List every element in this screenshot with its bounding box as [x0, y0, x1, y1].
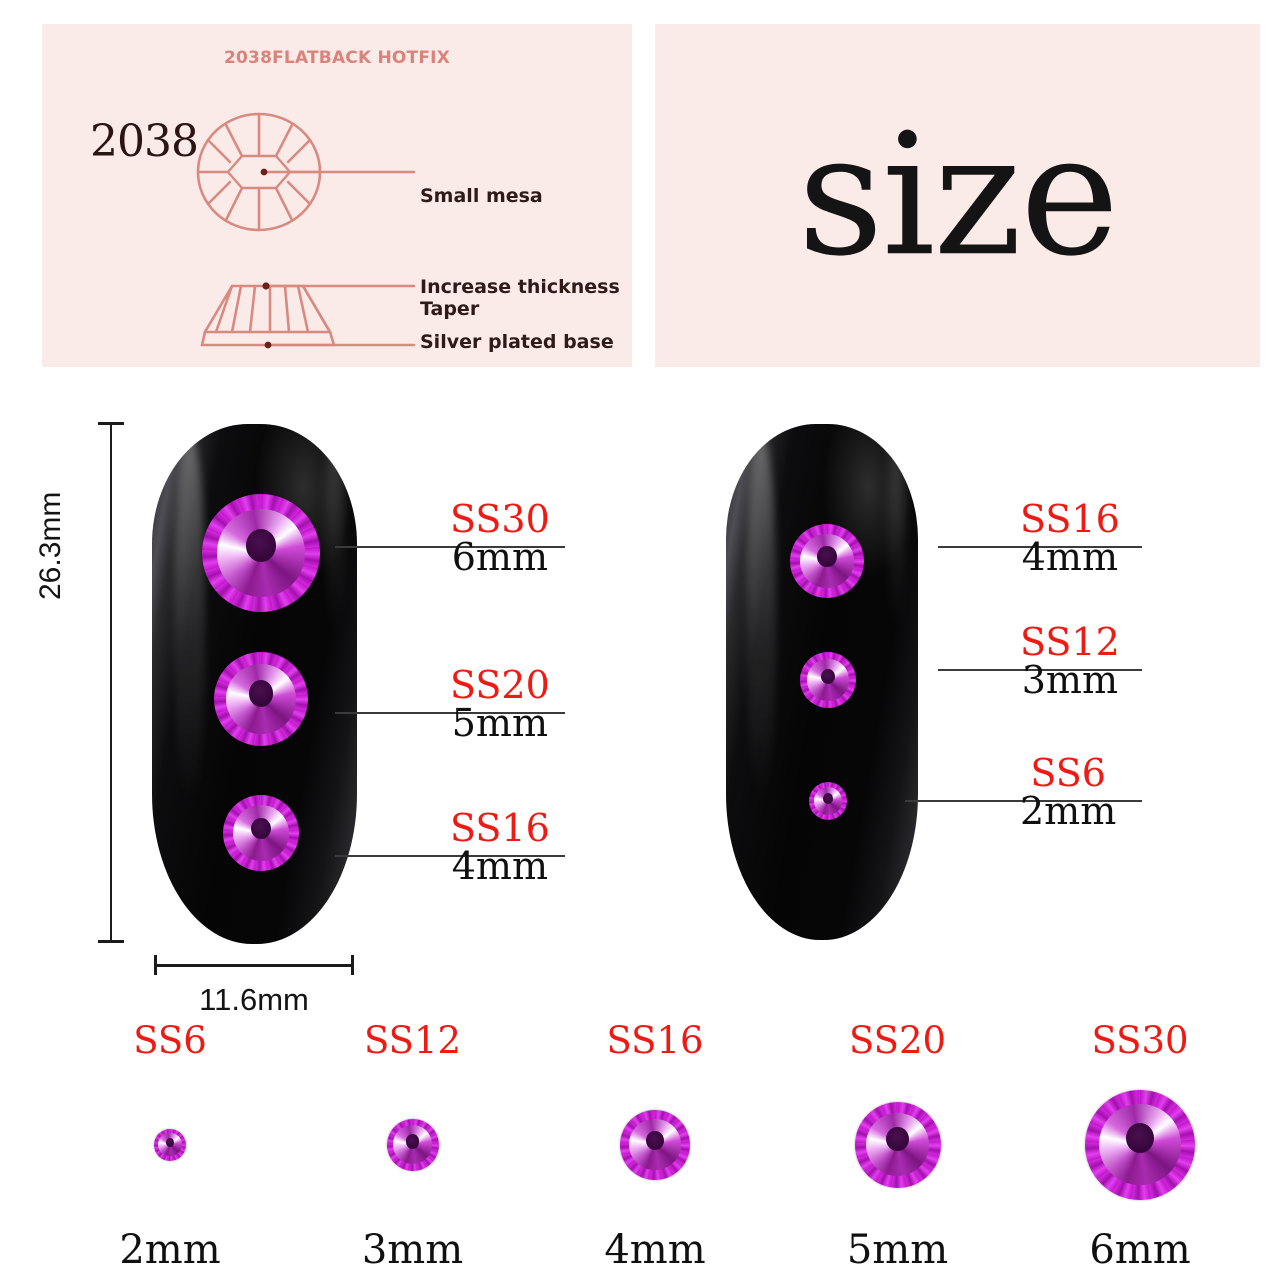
width-dimension-cap-right [351, 955, 354, 975]
size-comparison-item: SS12 3mm [313, 1022, 513, 1272]
gem-ss20 [214, 652, 308, 746]
label-ss20: SS20 5mm [450, 666, 550, 744]
gem-ss16 [223, 795, 299, 871]
size-heading-panel: size [655, 24, 1260, 367]
label-ss16-right: SS16 4mm [1020, 500, 1120, 578]
comparison-ss-label: SS16 [606, 1019, 704, 1062]
size-heading: size [797, 96, 1120, 293]
leader-line-ss12 [938, 669, 1142, 671]
comparison-ss-label: SS30 [1091, 1019, 1189, 1062]
comparison-gem-wrap [70, 1059, 270, 1230]
nail-edge-sheen [889, 429, 907, 636]
height-dimension-cap-top [98, 422, 124, 425]
label-ss20-mm: 5mm [451, 701, 548, 745]
comparison-gem [386, 1118, 439, 1171]
label-ss16-right-mm: 4mm [1021, 535, 1118, 579]
nail-edge-sheen [326, 429, 345, 638]
width-dimension-label: 11.6mm [199, 982, 309, 1017]
size-comparison-row: SS6 2mm SS12 3mm SS16 4mm SS20 5mm [70, 1022, 1240, 1272]
label-ss6-code: SS6 [1030, 751, 1106, 795]
comparison-gem [1085, 1089, 1195, 1200]
comparison-mm-label: 4mm [604, 1227, 706, 1273]
label-ss12: SS12 3mm [1020, 623, 1120, 701]
product-code-label: 2038 [90, 116, 199, 167]
callout-taper: Taper [420, 298, 480, 321]
callout-small-mesa: Small mesa [420, 185, 543, 207]
label-ss16-right-code: SS16 [1020, 497, 1120, 541]
comparison-gem-wrap [1040, 1059, 1240, 1230]
comparison-mm-label: 2mm [119, 1227, 221, 1273]
width-dimension-cap-left [154, 955, 157, 975]
label-ss30: SS30 6mm [450, 500, 550, 578]
leader-line-ss16-right [938, 546, 1142, 548]
size-comparison-item: SS20 5mm [798, 1022, 998, 1272]
label-ss30-mm: 6mm [451, 535, 548, 579]
label-ss12-code: SS12 [1020, 620, 1120, 664]
label-ss12-mm: 3mm [1021, 658, 1118, 702]
size-comparison-item: SS6 2mm [70, 1022, 270, 1272]
comparison-ss-label: SS12 [363, 1019, 462, 1062]
comparison-gem-wrap [798, 1059, 998, 1230]
height-dimension-cap-bottom [98, 940, 124, 943]
panel-title: 2038FLATBACK HOTFIX [224, 48, 450, 68]
product-info-panel: 2038FLATBACK HOTFIX 2038 [42, 24, 632, 367]
comparison-gem [154, 1128, 186, 1161]
label-ss6-mm: 2mm [1020, 789, 1117, 833]
leader-line-ss20 [335, 712, 565, 714]
comparison-gem-wrap [555, 1059, 755, 1230]
comparison-gem [620, 1109, 690, 1180]
comparison-mm-label: 3mm [361, 1227, 464, 1273]
comparison-mm-label: 5mm [846, 1227, 949, 1273]
callout-increase-thickness: Increase thickness [420, 276, 620, 298]
label-ss16-left: SS16 4mm [450, 809, 550, 887]
nail-gloss-highlight [747, 434, 776, 806]
label-ss6: SS6 2mm [1020, 754, 1116, 832]
comparison-gem-wrap [313, 1059, 513, 1230]
gem-ss30 [202, 494, 320, 612]
label-ss20-code: SS20 [450, 663, 550, 707]
height-dimension-label: 26.3mm [34, 491, 67, 600]
nail-swatch-left [152, 424, 357, 944]
leader-line-ss6 [905, 800, 1142, 802]
callout-thickness-taper: Increase thickness Taper [420, 276, 620, 320]
label-ss16-left-mm: 4mm [451, 844, 548, 888]
size-comparison-item: SS16 4mm [555, 1022, 755, 1272]
gem-ss6 [809, 782, 847, 820]
comparison-ss-label: SS6 [133, 1019, 207, 1062]
height-dimension-line [110, 424, 112, 942]
nail-gloss-highlight [174, 434, 206, 809]
comparison-mm-label: 6mm [1089, 1227, 1191, 1273]
label-ss16-left-code: SS16 [450, 806, 550, 850]
gem-ss12 [800, 652, 856, 708]
leader-line-ss30 [335, 546, 565, 548]
size-comparison-item: SS30 6mm [1040, 1022, 1240, 1272]
label-ss30-code: SS30 [450, 497, 550, 541]
callout-silver-plated-base: Silver plated base [420, 331, 614, 353]
comparison-gem [854, 1101, 941, 1188]
width-dimension-line [154, 964, 354, 967]
leader-line-ss16-left [335, 855, 565, 857]
nail-swatch-right [726, 424, 918, 940]
gem-ss16 [790, 524, 864, 598]
comparison-ss-label: SS20 [848, 1019, 947, 1062]
